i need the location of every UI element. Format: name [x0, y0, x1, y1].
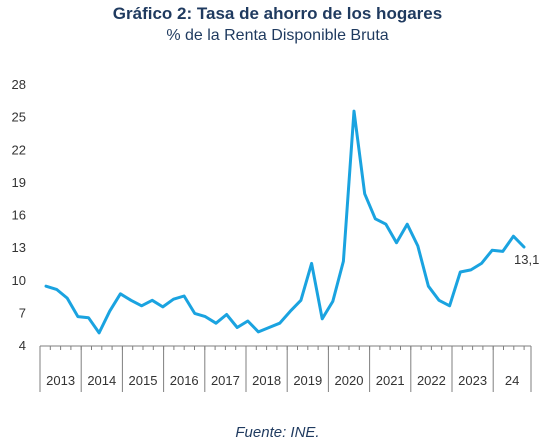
y-tick-label: 7	[19, 305, 26, 320]
data-point	[119, 292, 122, 295]
x-year-label: 2013	[46, 373, 75, 388]
data-point	[523, 246, 526, 249]
x-year-label: 2023	[458, 373, 487, 388]
x-year-label: 2014	[87, 373, 116, 388]
data-point	[384, 223, 387, 226]
data-point	[416, 244, 419, 247]
x-year-label: 2017	[211, 373, 240, 388]
x-year-label: 2015	[129, 373, 158, 388]
data-point	[501, 250, 504, 253]
data-point	[299, 299, 302, 302]
chart-subtitle: % de la Renta Disponible Bruta	[166, 27, 389, 44]
data-point	[278, 322, 281, 325]
x-year-label: 2021	[376, 373, 405, 388]
y-tick-label: 13	[12, 240, 26, 255]
y-tick-label: 10	[12, 273, 26, 288]
x-year-label: 2020	[335, 373, 364, 388]
data-point	[87, 316, 90, 319]
source-note: Fuente: INE.	[235, 424, 320, 441]
x-year-label: 24	[505, 373, 519, 388]
chart-title: Gráfico 2: Tasa de ahorro de los hogares	[112, 4, 443, 23]
last-value-label: 13,1	[514, 252, 539, 267]
data-point	[395, 241, 398, 244]
data-point	[45, 285, 48, 288]
data-point	[289, 310, 292, 313]
data-point	[151, 299, 154, 302]
data-point	[427, 285, 430, 288]
data-point	[268, 326, 271, 329]
data-point	[66, 297, 69, 300]
data-point	[236, 326, 239, 329]
data-point	[480, 262, 483, 265]
data-point	[406, 223, 409, 226]
data-point	[491, 249, 494, 252]
data-point	[129, 299, 132, 302]
y-tick-label: 25	[12, 110, 26, 125]
data-point	[342, 260, 345, 263]
data-point	[363, 192, 366, 195]
x-year-label: 2018	[252, 373, 281, 388]
data-point	[140, 304, 143, 307]
x-year-label: 2022	[417, 373, 446, 388]
data-point	[214, 322, 217, 325]
data-point	[353, 110, 356, 113]
data-point	[172, 298, 175, 301]
data-point	[448, 304, 451, 307]
data-point	[469, 268, 472, 271]
data-point	[108, 310, 111, 313]
data-point	[459, 271, 462, 274]
x-year-label: 2016	[170, 373, 199, 388]
y-tick-label: 19	[12, 175, 26, 190]
data-point	[331, 300, 334, 303]
data-point	[512, 235, 515, 238]
series-line	[44, 109, 526, 335]
data-point	[374, 217, 377, 220]
data-point	[225, 313, 228, 316]
data-point	[204, 315, 207, 318]
data-point	[193, 312, 196, 315]
x-year-label: 2019	[293, 373, 322, 388]
data-point	[76, 315, 79, 318]
data-point	[161, 305, 164, 308]
data-point	[246, 319, 249, 322]
data-point	[310, 262, 313, 265]
data-point	[183, 294, 186, 297]
data-point	[257, 330, 260, 333]
y-tick-label: 22	[12, 142, 26, 157]
data-point	[55, 288, 58, 291]
y-tick-label: 4	[19, 338, 26, 353]
y-tick-label: 16	[12, 208, 26, 223]
y-tick-label: 28	[12, 77, 26, 92]
data-point	[321, 317, 324, 320]
data-point	[438, 299, 441, 302]
data-point	[98, 331, 101, 334]
